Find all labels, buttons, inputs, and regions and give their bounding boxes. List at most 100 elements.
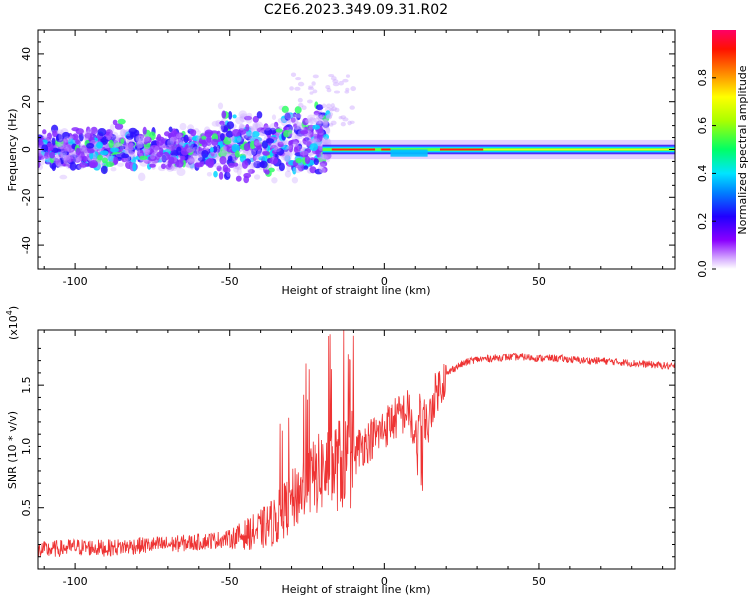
heatmap-cell <box>271 177 278 184</box>
heatmap-cell <box>70 148 76 155</box>
heatmap-cell <box>286 145 293 150</box>
heatmap-cell <box>42 129 47 135</box>
heatmap-cell <box>175 159 184 168</box>
heatmap-cell <box>212 145 218 153</box>
heatmap-cell <box>119 128 126 137</box>
heatmap-cell <box>292 140 299 147</box>
heatmap-cell <box>75 139 80 145</box>
heatmap-cell <box>85 131 91 140</box>
heatmap-cell <box>209 147 214 153</box>
heatmap-cell <box>291 131 297 141</box>
heatmap-cell <box>58 131 63 141</box>
heatmap-cell <box>294 143 300 151</box>
heatmap-cell <box>325 114 333 119</box>
heatmap-cell <box>206 171 212 177</box>
heatmap-cell <box>106 135 111 140</box>
heatmap-cell <box>187 141 194 148</box>
heatmap-cell <box>71 133 79 141</box>
heatmap-cell <box>55 134 64 143</box>
snr-x-ticks: -100 -50 0 50 <box>43 330 664 588</box>
heatmap-cell <box>112 135 120 143</box>
heatmap-cell <box>83 150 89 156</box>
heatmap-cell <box>299 151 309 158</box>
heatmap-cell <box>110 166 117 172</box>
heatmap-cell <box>64 147 70 152</box>
heatmap-cell <box>127 141 134 150</box>
heatmap-cell <box>168 156 175 165</box>
snr-y-ticks: 0.5 1.0 1.5 <box>20 347 675 558</box>
heatmap-cell <box>136 140 145 149</box>
heatmap-cell <box>299 130 309 135</box>
exponent-close: ) <box>7 306 20 310</box>
heatmap-cell <box>245 123 250 132</box>
heatmap-cell <box>332 79 339 84</box>
heatmap-cell <box>120 138 125 144</box>
heatmap-cell <box>110 147 119 153</box>
heatmap-cell <box>77 156 82 162</box>
heatmap-cell <box>316 116 323 120</box>
heatmap-cell <box>189 156 195 164</box>
heatmap-cell <box>271 149 278 155</box>
heatmap-cell <box>269 156 279 165</box>
heatmap-cell <box>308 85 314 89</box>
exponent-power: 4 <box>5 310 14 315</box>
heatmap-cell <box>140 134 150 143</box>
heatmap-cell <box>297 97 303 103</box>
heatmap-cell <box>312 74 319 79</box>
heatmap-cell <box>275 128 283 133</box>
heatmap-cell <box>330 106 337 112</box>
heatmap-cell <box>109 124 115 133</box>
heatmap-cell <box>100 136 109 145</box>
heatmap-cell <box>299 150 309 156</box>
x-tick-label: -100 <box>63 575 88 588</box>
heatmap-cell <box>147 155 157 162</box>
heatmap-data-layer <box>38 72 675 184</box>
heatmap-cell <box>186 159 195 165</box>
heatmap-cell <box>171 128 177 134</box>
heatmap-cell <box>256 127 266 133</box>
x-tick-label: -100 <box>63 275 88 288</box>
heatmap-cell <box>303 165 309 170</box>
heatmap-cell <box>317 113 323 121</box>
heatmap-cell <box>236 167 242 176</box>
heatmap-cell <box>305 148 312 154</box>
heatmap-cell <box>221 126 229 133</box>
heatmap-cell <box>219 132 225 141</box>
heatmap-cell <box>149 153 156 160</box>
heatmap-cell <box>163 131 171 137</box>
heatmap-cell <box>62 155 72 165</box>
heatmap-cell <box>294 86 301 91</box>
heatmap-hot-segment <box>331 148 376 151</box>
heatmap-cell <box>97 154 103 161</box>
heatmap-cell <box>234 150 240 158</box>
heatmap-cell <box>311 81 316 86</box>
heatmap-cell <box>225 130 234 138</box>
heatmap-cell <box>293 166 302 174</box>
heatmap-cell <box>345 87 350 92</box>
heatmap-cell <box>179 122 187 131</box>
heatmap-cell <box>58 138 67 145</box>
heatmap-cell <box>38 149 45 157</box>
colorbar-ticks: 0.0 0.2 0.4 0.6 0.8 <box>696 69 716 278</box>
heatmap-cell <box>49 151 56 159</box>
heatmap-cell <box>296 113 301 121</box>
heatmap-cell <box>193 153 203 163</box>
heatmap-cell <box>259 160 268 169</box>
snr-y-label: SNR (10 * v/v) <box>6 411 19 489</box>
heatmap-cell <box>112 119 118 126</box>
heatmap-cell <box>87 135 93 141</box>
heatmap-cell <box>322 121 330 129</box>
heatmap-cell <box>309 143 319 151</box>
heatmap-cell <box>277 117 285 124</box>
heatmap-cell <box>302 137 308 144</box>
heatmap-cell <box>318 114 324 124</box>
heatmap-cell <box>186 146 196 154</box>
heatmap-cell <box>176 146 182 156</box>
heatmap-cell <box>228 162 235 168</box>
y-tick-label: 0.5 <box>20 499 33 517</box>
colorbar-tick-label: 0.6 <box>696 117 709 135</box>
exponent-base: (x10 <box>7 315 20 340</box>
heatmap-cell <box>293 125 300 130</box>
heatmap-cell <box>169 136 175 145</box>
heatmap-cell <box>307 114 315 121</box>
